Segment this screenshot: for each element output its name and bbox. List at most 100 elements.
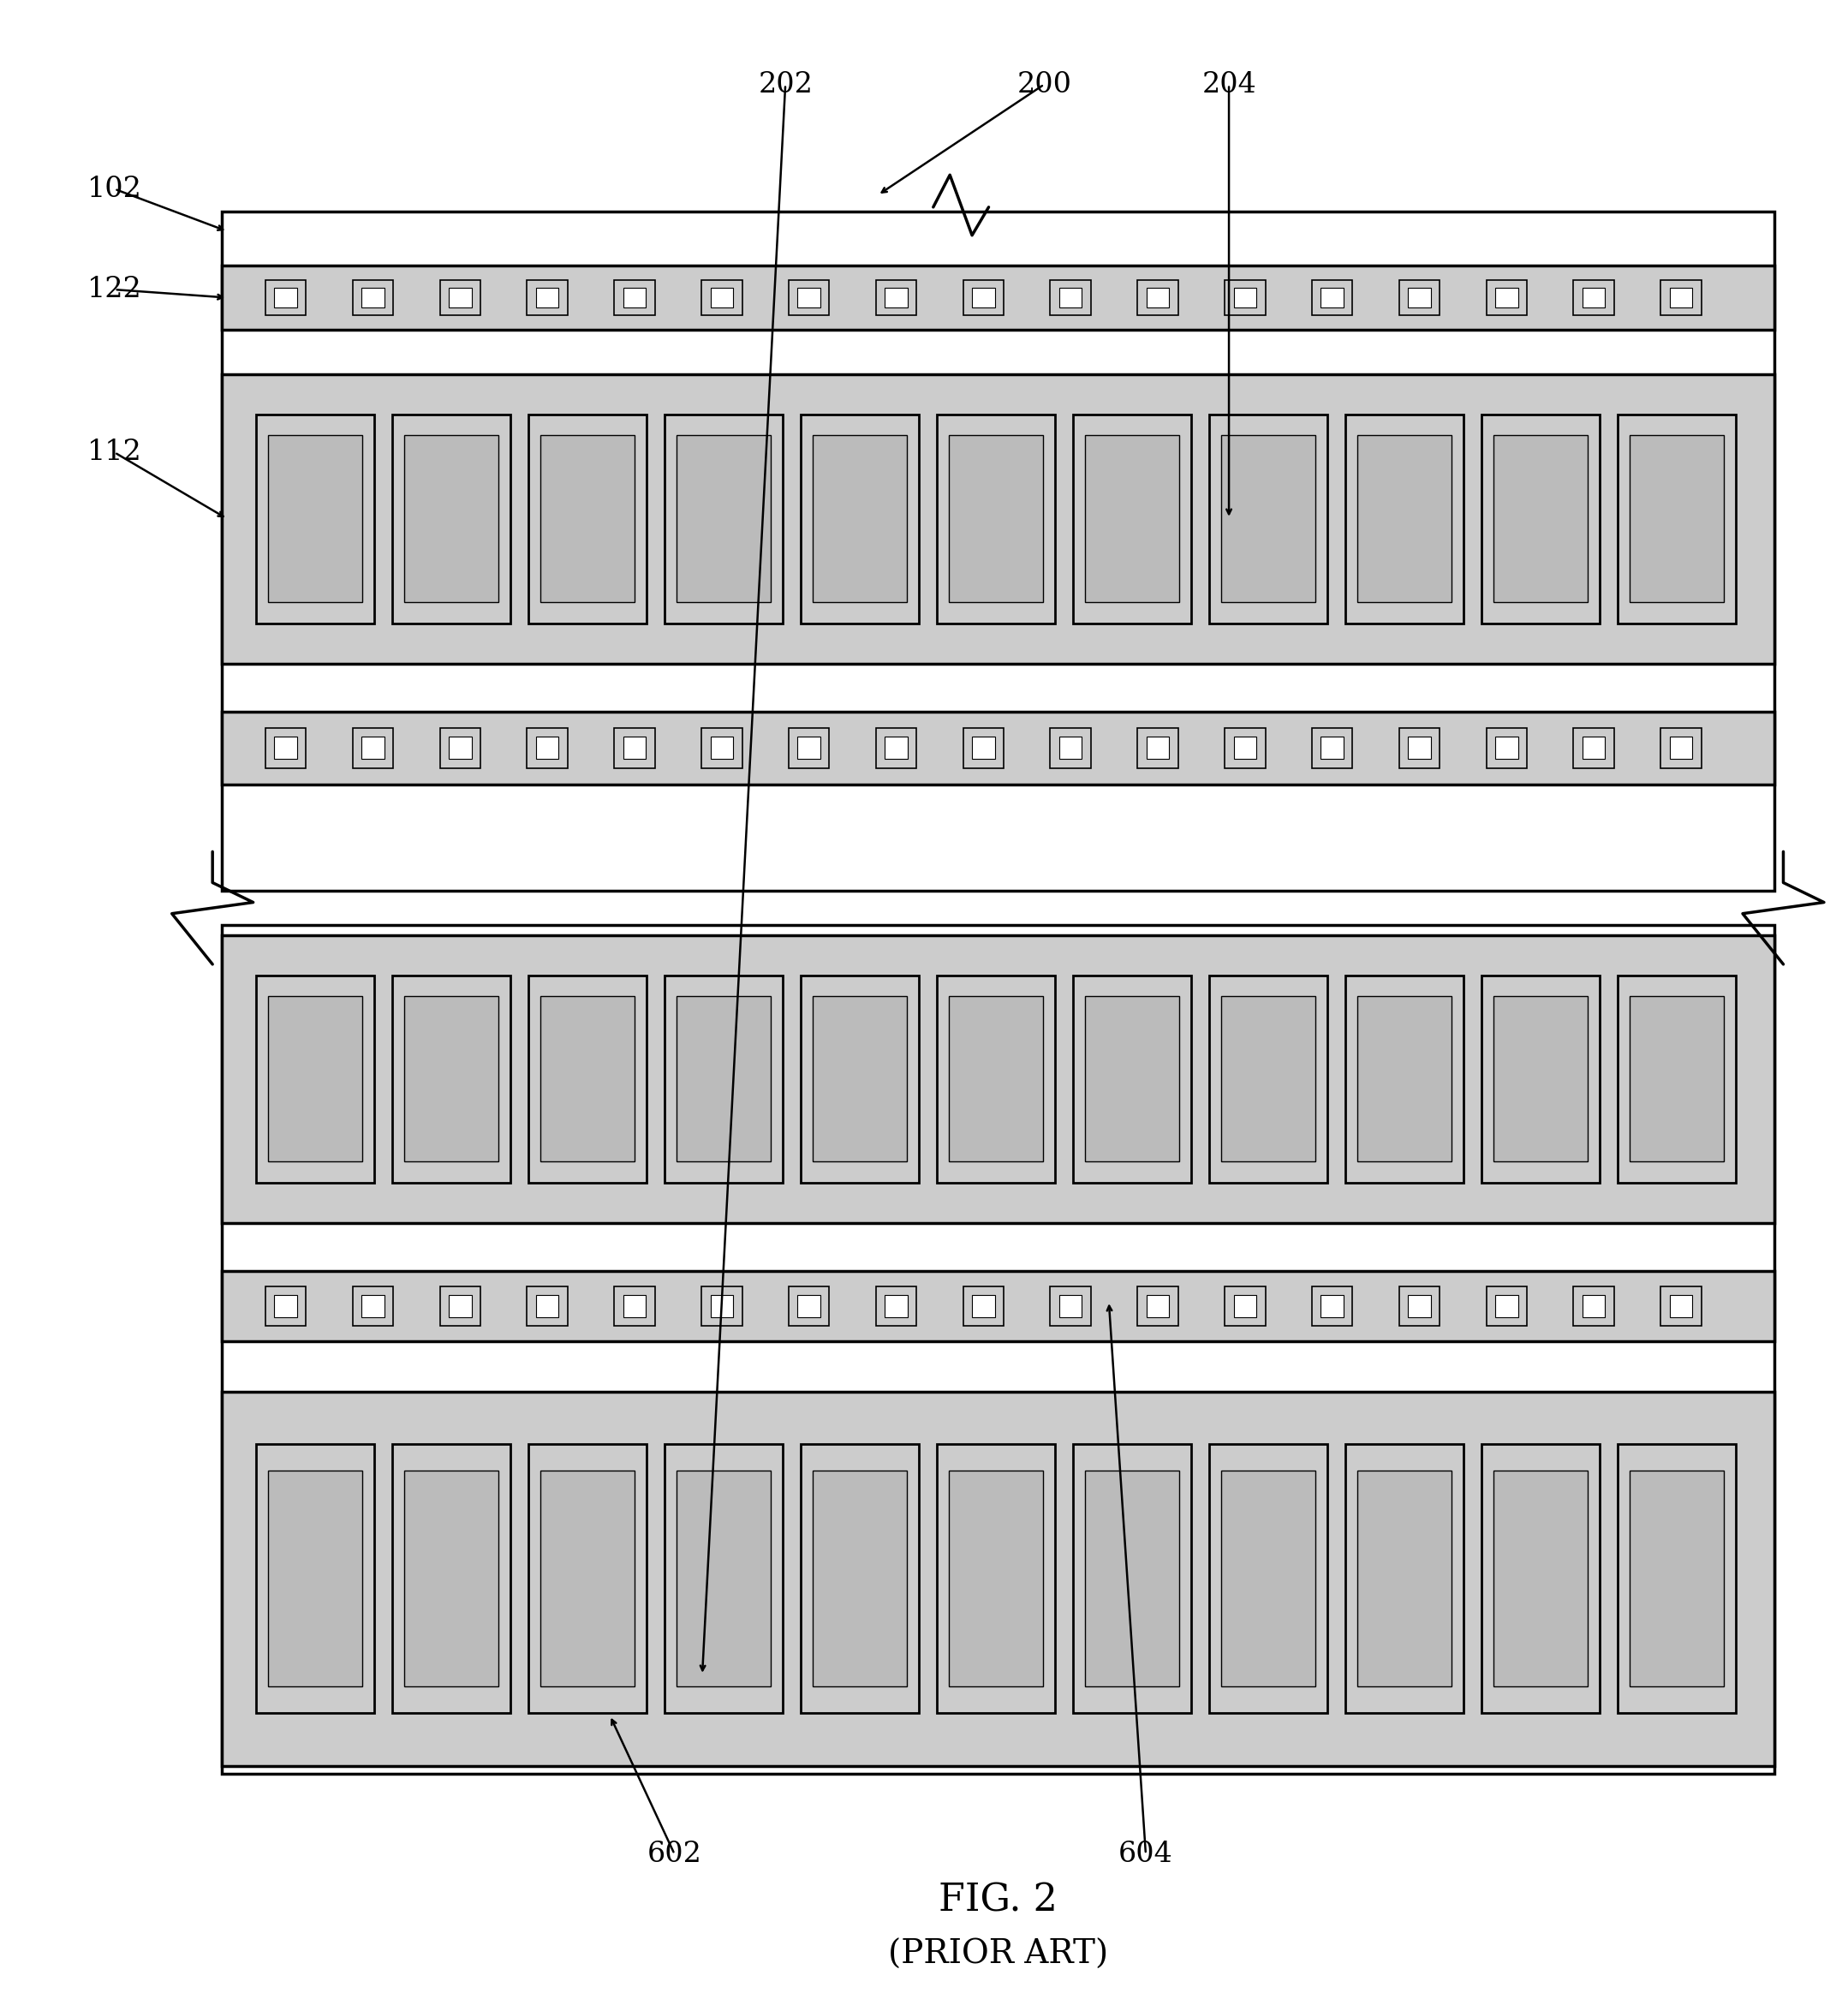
Bar [536,736,558,760]
Bar [1050,728,1090,768]
Bar [1138,1287,1179,1325]
Bar [676,436,771,601]
Bar [440,1287,480,1325]
Bar [1630,1470,1724,1687]
Bar [1222,1470,1316,1687]
Bar [813,995,907,1162]
Bar [1356,1470,1451,1687]
Bar [222,935,1774,1223]
Bar [392,975,510,1182]
Bar [440,280,480,316]
Bar [948,995,1042,1162]
Bar [536,288,558,308]
Bar [536,1295,558,1317]
Bar [876,728,917,768]
Bar [1493,436,1587,601]
Bar [1408,736,1430,760]
Bar [1493,1470,1587,1687]
Bar [798,1295,821,1317]
Bar [222,935,1774,1223]
Bar [937,1444,1055,1713]
Bar [1408,1295,1430,1317]
Bar [392,414,510,623]
Bar [876,280,917,316]
Bar [540,436,634,601]
Bar [1669,1295,1693,1317]
Bar [527,728,567,768]
Bar [789,728,830,768]
Bar [876,1287,917,1325]
Bar [702,280,743,316]
Bar [1493,995,1587,1162]
Bar [1312,280,1353,316]
Text: 122: 122 [87,276,142,304]
Bar [1225,728,1266,768]
Bar [362,288,384,308]
Bar [392,1444,510,1713]
Bar [623,288,647,308]
Bar [1312,1287,1353,1325]
Bar [1661,1287,1702,1325]
Bar [676,1470,771,1687]
Bar [710,288,734,308]
Bar [1482,414,1600,623]
Bar [972,736,994,760]
Bar [222,1392,1774,1766]
Bar [948,1470,1042,1687]
Bar [222,1271,1774,1341]
Bar [222,712,1774,784]
Bar [1573,1287,1613,1325]
Bar [1482,975,1600,1182]
Bar [1399,280,1440,316]
Bar [1617,414,1735,623]
Bar [1050,280,1090,316]
Bar [1074,414,1192,623]
Bar [963,280,1003,316]
Bar [1146,1295,1170,1317]
Text: 202: 202 [758,70,813,99]
Bar [405,995,499,1162]
Bar [1495,1295,1517,1317]
Bar [353,280,394,316]
Bar [362,736,384,760]
Text: (PRIOR ART): (PRIOR ART) [887,1939,1109,1971]
Bar [1321,288,1343,308]
Bar [1356,995,1451,1162]
Bar [1321,736,1343,760]
Bar [1582,1295,1606,1317]
Bar [948,436,1042,601]
Bar [1234,1295,1257,1317]
Bar [1050,1287,1090,1325]
Bar [1617,1444,1735,1713]
Bar [529,975,647,1182]
Bar [885,1295,907,1317]
Bar [623,1295,647,1317]
Bar [353,728,394,768]
Bar [1209,975,1327,1182]
Bar [222,712,1774,784]
Bar [1225,280,1266,316]
Text: 102: 102 [87,175,142,203]
Bar [1669,736,1693,760]
Bar [529,414,647,623]
Bar [963,728,1003,768]
Bar [1345,1444,1464,1713]
Bar [1582,288,1606,308]
Bar [353,1287,394,1325]
Bar [268,1470,362,1687]
Text: FIG. 2: FIG. 2 [939,1882,1057,1918]
Bar [813,436,907,601]
Text: 604: 604 [1118,1840,1173,1868]
Bar [1074,1444,1192,1713]
Text: 112: 112 [87,438,142,467]
Bar [255,414,373,623]
Bar [540,995,634,1162]
Bar [1345,975,1464,1182]
Bar [1630,995,1724,1162]
Bar [274,1295,298,1317]
Bar [1399,1287,1440,1325]
Bar [1085,436,1179,601]
Bar [800,414,918,623]
Bar [1085,1470,1179,1687]
Bar [1085,995,1179,1162]
